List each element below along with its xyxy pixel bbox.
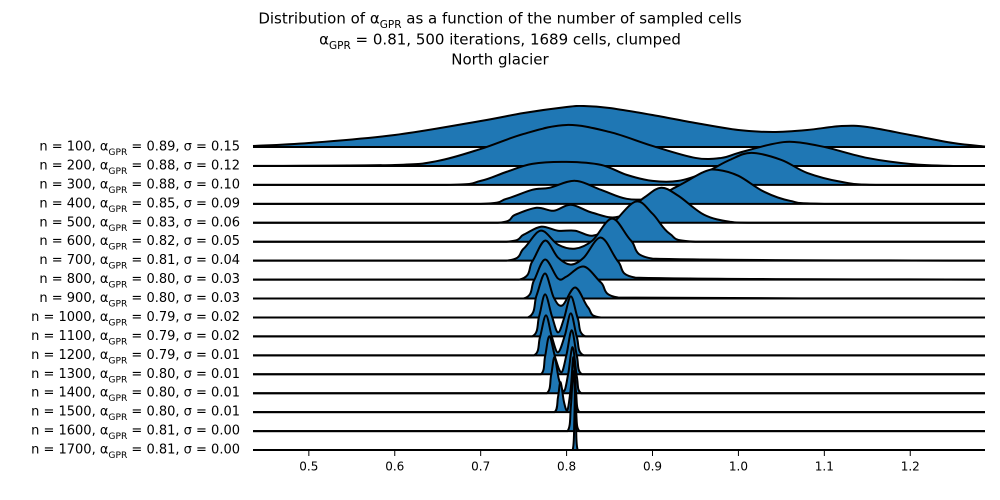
ridge-area [253, 357, 985, 413]
ridge-label: n = 1100, αGPR = 0.79, σ = 0.02 [31, 329, 240, 347]
x-tick-label: 1.2 [901, 460, 920, 474]
ridge-label: n = 400, αGPR = 0.85, σ = 0.09 [39, 196, 240, 214]
ridge-label: n = 1200, αGPR = 0.79, σ = 0.01 [31, 348, 240, 366]
ridge-line [253, 200, 985, 243]
ridge-line [253, 293, 985, 338]
ridge-label: n = 1000, αGPR = 0.79, σ = 0.02 [31, 310, 240, 328]
ridge-area [253, 347, 985, 394]
ridge-label: n = 500, αGPR = 0.83, σ = 0.06 [39, 215, 240, 233]
ridge-label: n = 1300, αGPR = 0.80, σ = 0.01 [31, 367, 240, 385]
x-tick-label: 1.0 [729, 460, 748, 474]
ridge-area [253, 380, 985, 451]
x-tick-label: 0.8 [557, 460, 576, 474]
ridge-line [252, 104, 986, 148]
x-tick-label: 0.5 [299, 460, 318, 474]
ridge-label: n = 200, αGPR = 0.88, σ = 0.12 [39, 158, 240, 176]
ridge-area [253, 124, 985, 166]
ridge-area [253, 218, 985, 261]
ridge-area [253, 371, 985, 432]
ridge-label: n = 1700, αGPR = 0.81, σ = 0.00 [31, 443, 240, 461]
chart-title: Distribution of αGPR as a function of th… [258, 10, 742, 32]
ridge-label: n = 1400, αGPR = 0.80, σ = 0.01 [31, 386, 240, 404]
ridge-area [253, 294, 985, 337]
ridge-line [253, 346, 985, 395]
ridge-line [252, 123, 985, 167]
ridge-area [253, 237, 985, 280]
ridge-label: n = 600, αGPR = 0.82, σ = 0.05 [39, 234, 240, 252]
chart-subtitle: αGPR = 0.81, 500 iterations, 1689 cells,… [319, 31, 681, 53]
ridge-line [253, 379, 985, 452]
ridge-label: n = 100, αGPR = 0.89, σ = 0.15 [39, 140, 240, 158]
ridge-label: n = 800, αGPR = 0.80, σ = 0.03 [39, 272, 240, 290]
ridge-label: n = 700, αGPR = 0.81, σ = 0.04 [39, 253, 240, 271]
ridge-line [253, 151, 985, 186]
ridge-line [252, 356, 985, 414]
ridge-label: n = 1500, αGPR = 0.80, σ = 0.01 [31, 405, 240, 423]
x-tick-label: 0.9 [643, 460, 662, 474]
ridge-label: n = 300, αGPR = 0.88, σ = 0.10 [39, 177, 240, 195]
ridge-area [253, 313, 985, 356]
ridge-label: n = 1600, αGPR = 0.81, σ = 0.00 [31, 424, 240, 442]
x-tick-label: 0.6 [385, 460, 404, 474]
ridge-area [253, 201, 985, 242]
x-tick-label: 1.1 [815, 460, 834, 474]
chart-subtitle: North glacier [451, 51, 549, 69]
ridge-line [253, 370, 985, 433]
ridge-area [253, 152, 985, 185]
ridge-line [252, 312, 985, 357]
x-tick-label: 0.7 [471, 460, 490, 474]
ridge-label: n = 900, αGPR = 0.80, σ = 0.03 [39, 291, 240, 309]
ridge-area [253, 105, 985, 147]
